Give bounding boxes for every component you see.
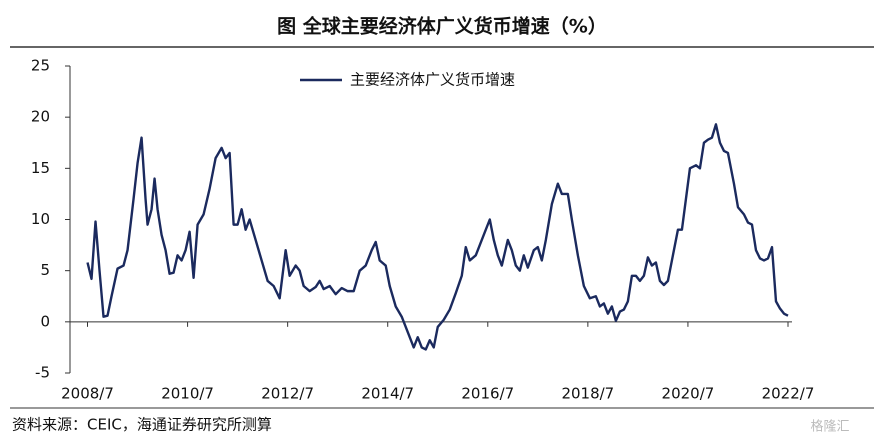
source: 资料来源：CEIC，海通证券研究所测算: [12, 416, 272, 434]
x-tick-label: 2018/7: [561, 385, 614, 403]
x-tick-label: 2020/7: [662, 385, 715, 403]
x-tick-label: 2012/7: [261, 385, 314, 403]
y-tick-label: 20: [31, 108, 50, 126]
y-tick-label: 15: [31, 159, 50, 177]
chart-title: 图 全球主要经济体广义货币增速（%）: [277, 15, 607, 38]
y-tick-label: 10: [31, 210, 50, 228]
y-tick-label: 25: [31, 57, 50, 75]
x-tick-label: 2010/7: [161, 385, 214, 403]
y-tick-label: 0: [40, 312, 50, 330]
watermark: 格隆汇: [810, 419, 849, 435]
y-tick-label: -5: [35, 364, 50, 382]
x-tick-label: 2008/7: [61, 385, 114, 403]
x-tick-label: 2014/7: [361, 385, 414, 403]
y-tick-label: 5: [40, 261, 50, 279]
x-tick-label: 2022/7: [762, 385, 815, 403]
series-line: [86, 123, 789, 351]
legend-label: 主要经济体广义货币增速: [350, 71, 515, 89]
x-tick-label: 2016/7: [461, 385, 514, 403]
